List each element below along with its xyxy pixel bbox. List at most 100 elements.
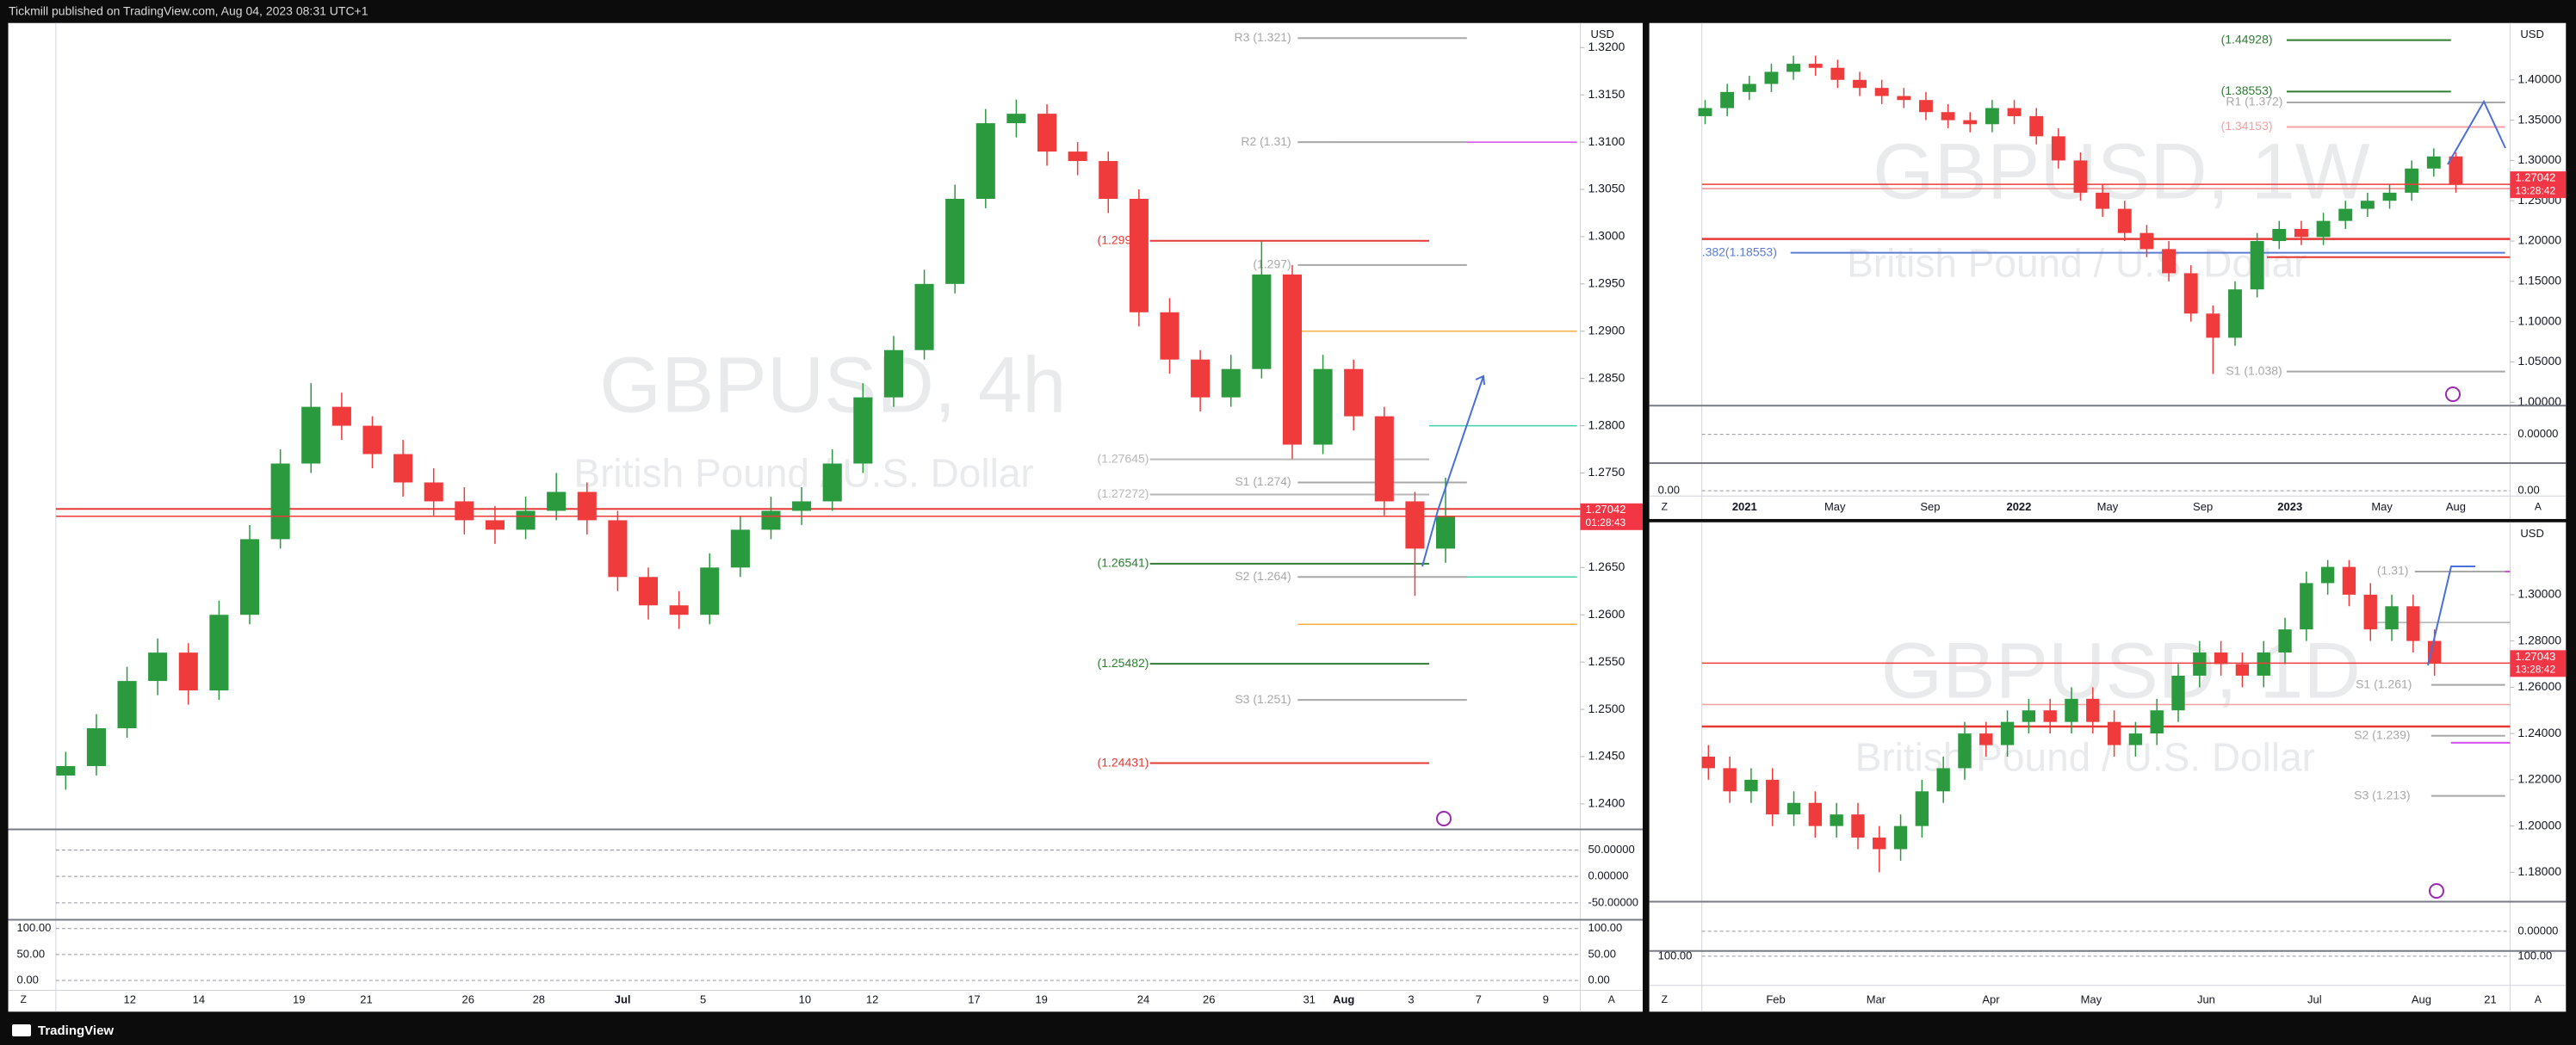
time-label: 9 <box>1543 992 1549 1005</box>
price-tick-label: 1.10000 <box>2517 313 2561 327</box>
candle-body <box>1851 814 1865 838</box>
pane-tick-label-left: 50.00 <box>17 947 46 960</box>
candle-body <box>239 539 260 615</box>
time-label: May <box>2371 500 2393 513</box>
candle-body <box>1897 96 1911 101</box>
candle-body <box>1941 112 1955 121</box>
candle-body <box>1936 768 1950 792</box>
description-watermark: British Pound / U.S. Dollar <box>1847 240 2307 285</box>
pivot-label: .382(1.18553) <box>1702 244 1777 258</box>
publish-header: Tickmill published on TradingView.com, A… <box>9 4 368 18</box>
pane-tick-label: 0.00 <box>2517 484 2539 497</box>
bar-countdown: 13:28:42 <box>2515 664 2555 676</box>
time-label: Aug <box>1333 992 1354 1005</box>
candle-body <box>1344 368 1364 417</box>
candle-body <box>1742 83 1756 92</box>
time-label: Jul <box>615 992 631 1005</box>
pivot-label: S3 (1.251) <box>1235 692 1291 706</box>
time-label: Mar <box>1867 992 1886 1005</box>
time-label: 31 <box>1303 992 1315 1005</box>
time-label: 14 <box>193 992 205 1005</box>
pivot-label: S1 (1.038) <box>2226 363 2282 377</box>
candle-body <box>2117 208 2132 233</box>
pivot-label: (1.38553) <box>2221 83 2273 97</box>
candle-body <box>975 123 995 199</box>
scale-button[interactable]: A <box>2535 501 2542 513</box>
candle-body <box>1720 91 1735 108</box>
candle-body <box>2278 629 2292 653</box>
candle-body <box>1766 779 1780 815</box>
candle-body <box>1786 802 1801 815</box>
price-tick-label: 1.40000 <box>2517 72 2561 86</box>
scale-button[interactable]: Z <box>21 993 27 1005</box>
alert-icon[interactable] <box>2445 386 2461 402</box>
candle-body <box>2029 115 2044 137</box>
candle-body <box>2000 721 2015 745</box>
candle-body <box>455 501 474 521</box>
time-label: 26 <box>1203 992 1215 1005</box>
tradingview-logo <box>12 1024 31 1036</box>
candle-body <box>1099 161 1118 199</box>
chart-panel <box>8 22 1643 1012</box>
candle-body <box>914 283 934 350</box>
candle-body <box>1221 368 1241 398</box>
candle-body <box>1915 791 1929 826</box>
pane-tick-label: 0.00000 <box>2517 924 2558 937</box>
candle-body <box>883 349 903 398</box>
scale-button[interactable]: A <box>1608 993 1615 1005</box>
candle-body <box>547 492 567 511</box>
candle-body <box>2427 640 2442 664</box>
pivot-label: R3 (1.321) <box>1235 30 1291 44</box>
candle-body <box>1698 108 1712 116</box>
candle-body <box>2320 566 2335 584</box>
price-tick-label: 1.00000 <box>2517 394 2561 408</box>
pivot-label: R2 (1.31) <box>1241 134 1291 148</box>
pivot-label: S3 (1.213) <box>2354 788 2410 801</box>
price-tick-label: 1.24000 <box>2517 726 2561 739</box>
price-tick-label: 1.28000 <box>2517 633 2561 646</box>
time-label: Feb <box>1766 992 1785 1005</box>
time-label: Aug <box>2412 992 2431 1005</box>
time-label: 12 <box>123 992 135 1005</box>
price-tick-label: 1.22000 <box>2517 772 2561 786</box>
pivot-label: (1.44928) <box>2221 32 2273 46</box>
candle-body <box>2228 289 2242 338</box>
candle-body <box>2385 606 2399 630</box>
price-tick-label: 1.26000 <box>2517 679 2561 693</box>
candle-body <box>1893 825 1908 850</box>
candle-body <box>2300 583 2313 630</box>
candle-body <box>1873 838 1886 850</box>
candle-body <box>117 681 137 729</box>
candle-body <box>1160 312 1180 360</box>
time-label: 2021 <box>1732 500 1757 513</box>
alert-icon[interactable] <box>2429 883 2444 899</box>
candle-body <box>2206 313 2220 338</box>
pane-tick-label: 50.00 <box>1588 947 1616 960</box>
scale-button[interactable]: Z <box>1662 993 1668 1005</box>
candle-body <box>270 463 290 540</box>
price-tick-label: 1.2400 <box>1588 796 1625 810</box>
last-price-label: 1.27042 <box>2515 171 2555 184</box>
footer-brand: TradingView <box>38 1023 114 1038</box>
scale-button[interactable]: Z <box>1662 501 1668 513</box>
price-tick-label: 1.2800 <box>1588 417 1625 431</box>
price-tick-label: 1.3150 <box>1588 87 1625 101</box>
candle-body <box>2051 136 2065 161</box>
pivot-label: R1 (1.372) <box>2226 95 2282 108</box>
price-tick-label: 1.2550 <box>1588 654 1625 668</box>
candle-body <box>2405 168 2419 193</box>
candle-body <box>2338 208 2353 221</box>
price-tick-label: 1.3000 <box>1588 229 1625 243</box>
alert-icon[interactable] <box>1436 811 1452 826</box>
pane-tick-label: 100.00 <box>2517 949 2552 962</box>
time-label: 21 <box>360 992 372 1005</box>
candle-body <box>1374 416 1394 502</box>
scale-button[interactable]: A <box>2535 993 2542 1005</box>
price-tick-label: 1.2500 <box>1588 702 1625 715</box>
pane-tick-label-left: 0.00 <box>17 973 39 986</box>
last-price-label: 1.27043 <box>2515 650 2555 663</box>
candle-body <box>761 510 781 530</box>
last-price-box <box>2510 171 2567 199</box>
